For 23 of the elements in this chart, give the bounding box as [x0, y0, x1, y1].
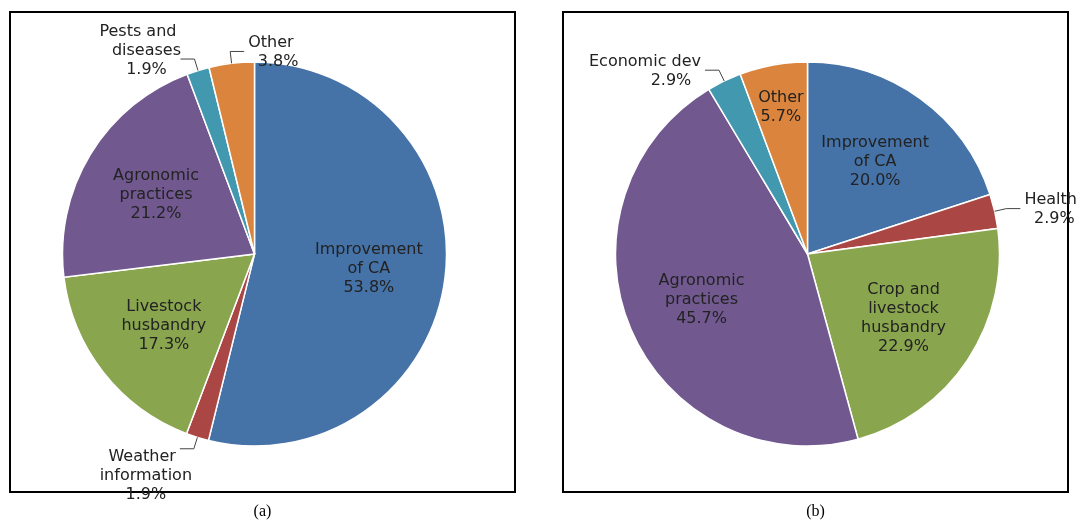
- slice-label: Pests and diseases: [99, 20, 182, 59]
- slice-label: Other: [248, 31, 295, 51]
- slice-label: Improvement of CA: [315, 238, 423, 277]
- text: (b): [806, 502, 825, 520]
- data-label: 22.9%: [878, 335, 929, 355]
- slice-label: Livestock husbandry: [121, 295, 207, 334]
- slice-label: Economic dev: [588, 50, 701, 70]
- data-label: 21.2%: [130, 202, 182, 222]
- data-label: 20.0%: [849, 169, 901, 189]
- slice-label: Agronomic practices: [658, 269, 745, 308]
- data-label: 45.7%: [676, 307, 727, 327]
- text: (a): [253, 502, 272, 520]
- slice-label: Agronomic practices: [113, 164, 199, 203]
- data-label: 2.9%: [650, 69, 692, 89]
- slice-label: Weather information: [99, 445, 193, 484]
- slice-label: Improvement of CA: [821, 131, 929, 170]
- data-label: 3.8%: [257, 50, 299, 70]
- data-label: 17.3%: [138, 333, 190, 353]
- slice-label: Crop and livestock husbandry: [861, 278, 946, 336]
- data-label: 53.8%: [343, 276, 395, 296]
- data-label: 5.7%: [760, 105, 802, 125]
- data-label: 1.9%: [126, 58, 167, 78]
- slice-label: Other: [758, 86, 804, 106]
